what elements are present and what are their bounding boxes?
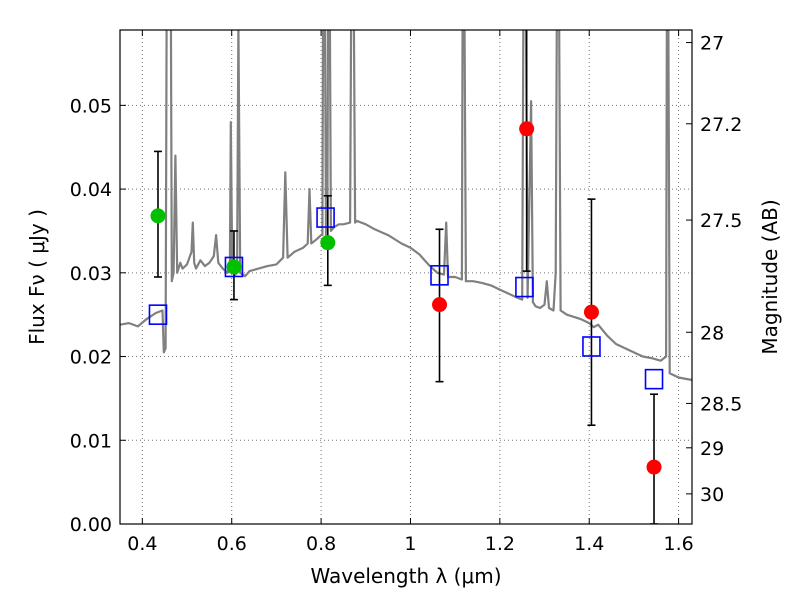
right-tick-label: 29: [700, 438, 724, 460]
x-tick-label: 1.6: [663, 533, 693, 555]
x-axis: 0.4 0.6 0.8 1 1.2 1.4 1.6: [127, 30, 694, 555]
x-axis-label: Wavelength λ (μm): [310, 564, 501, 588]
right-tick-label: 30: [700, 484, 724, 506]
right-tick-label: 28.5: [700, 393, 742, 415]
spectrum-layer: [120, 30, 692, 382]
point-layer: [150, 121, 662, 475]
y-axis-right: 27 27.2 27.5 28 28.5 29 30: [686, 33, 742, 506]
plot-frame: [119, 29, 693, 525]
y-axis-left: 0.00 0.01 0.02 0.03 0.04 0.05: [70, 95, 126, 536]
detection-point: [226, 259, 242, 275]
x-tick-label: 1: [404, 533, 416, 555]
non-detection-point: [583, 304, 599, 320]
square-layer: [148, 207, 664, 390]
model-photometry-square: [644, 368, 664, 390]
detection-point: [150, 208, 166, 224]
grid-lines: [120, 30, 692, 525]
model-photometry-square: [316, 207, 335, 228]
non-detection-point: [646, 459, 662, 475]
model-photometry-square: [582, 336, 601, 357]
right-tick-label: 27.5: [700, 210, 742, 232]
y-tick-label: 0.02: [70, 347, 112, 369]
y-axis-label: Flux Fν ( μJy ): [25, 209, 49, 345]
x-tick-label: 1.4: [574, 533, 604, 555]
right-tick-label: 28: [700, 322, 724, 344]
y-tick-label: 0.04: [70, 179, 112, 201]
y-tick-label: 0.01: [70, 430, 112, 452]
model-photometry-square: [224, 256, 244, 278]
model-photometry-square: [430, 265, 449, 286]
y-tick-label: 0.05: [70, 95, 112, 117]
non-detection-point: [519, 121, 535, 137]
x-tick-label: 0.4: [127, 533, 157, 555]
x-tick-label: 0.6: [217, 533, 247, 555]
x-tick-label: 1.2: [485, 533, 515, 555]
x-tick-label: 0.8: [306, 533, 336, 555]
model-photometry-square: [148, 304, 168, 325]
y-tick-label: 0.03: [70, 263, 112, 285]
detection-point: [320, 235, 336, 251]
right-tick-label: 27: [700, 33, 724, 55]
y-axis-right-label: Magnitude (AB): [758, 199, 782, 354]
model-photometry-square: [515, 276, 534, 298]
y-tick-label: 0.00: [70, 514, 112, 536]
spectrum-line: [120, 30, 692, 382]
right-tick-label: 27.2: [700, 114, 742, 136]
non-detection-point: [432, 297, 448, 313]
